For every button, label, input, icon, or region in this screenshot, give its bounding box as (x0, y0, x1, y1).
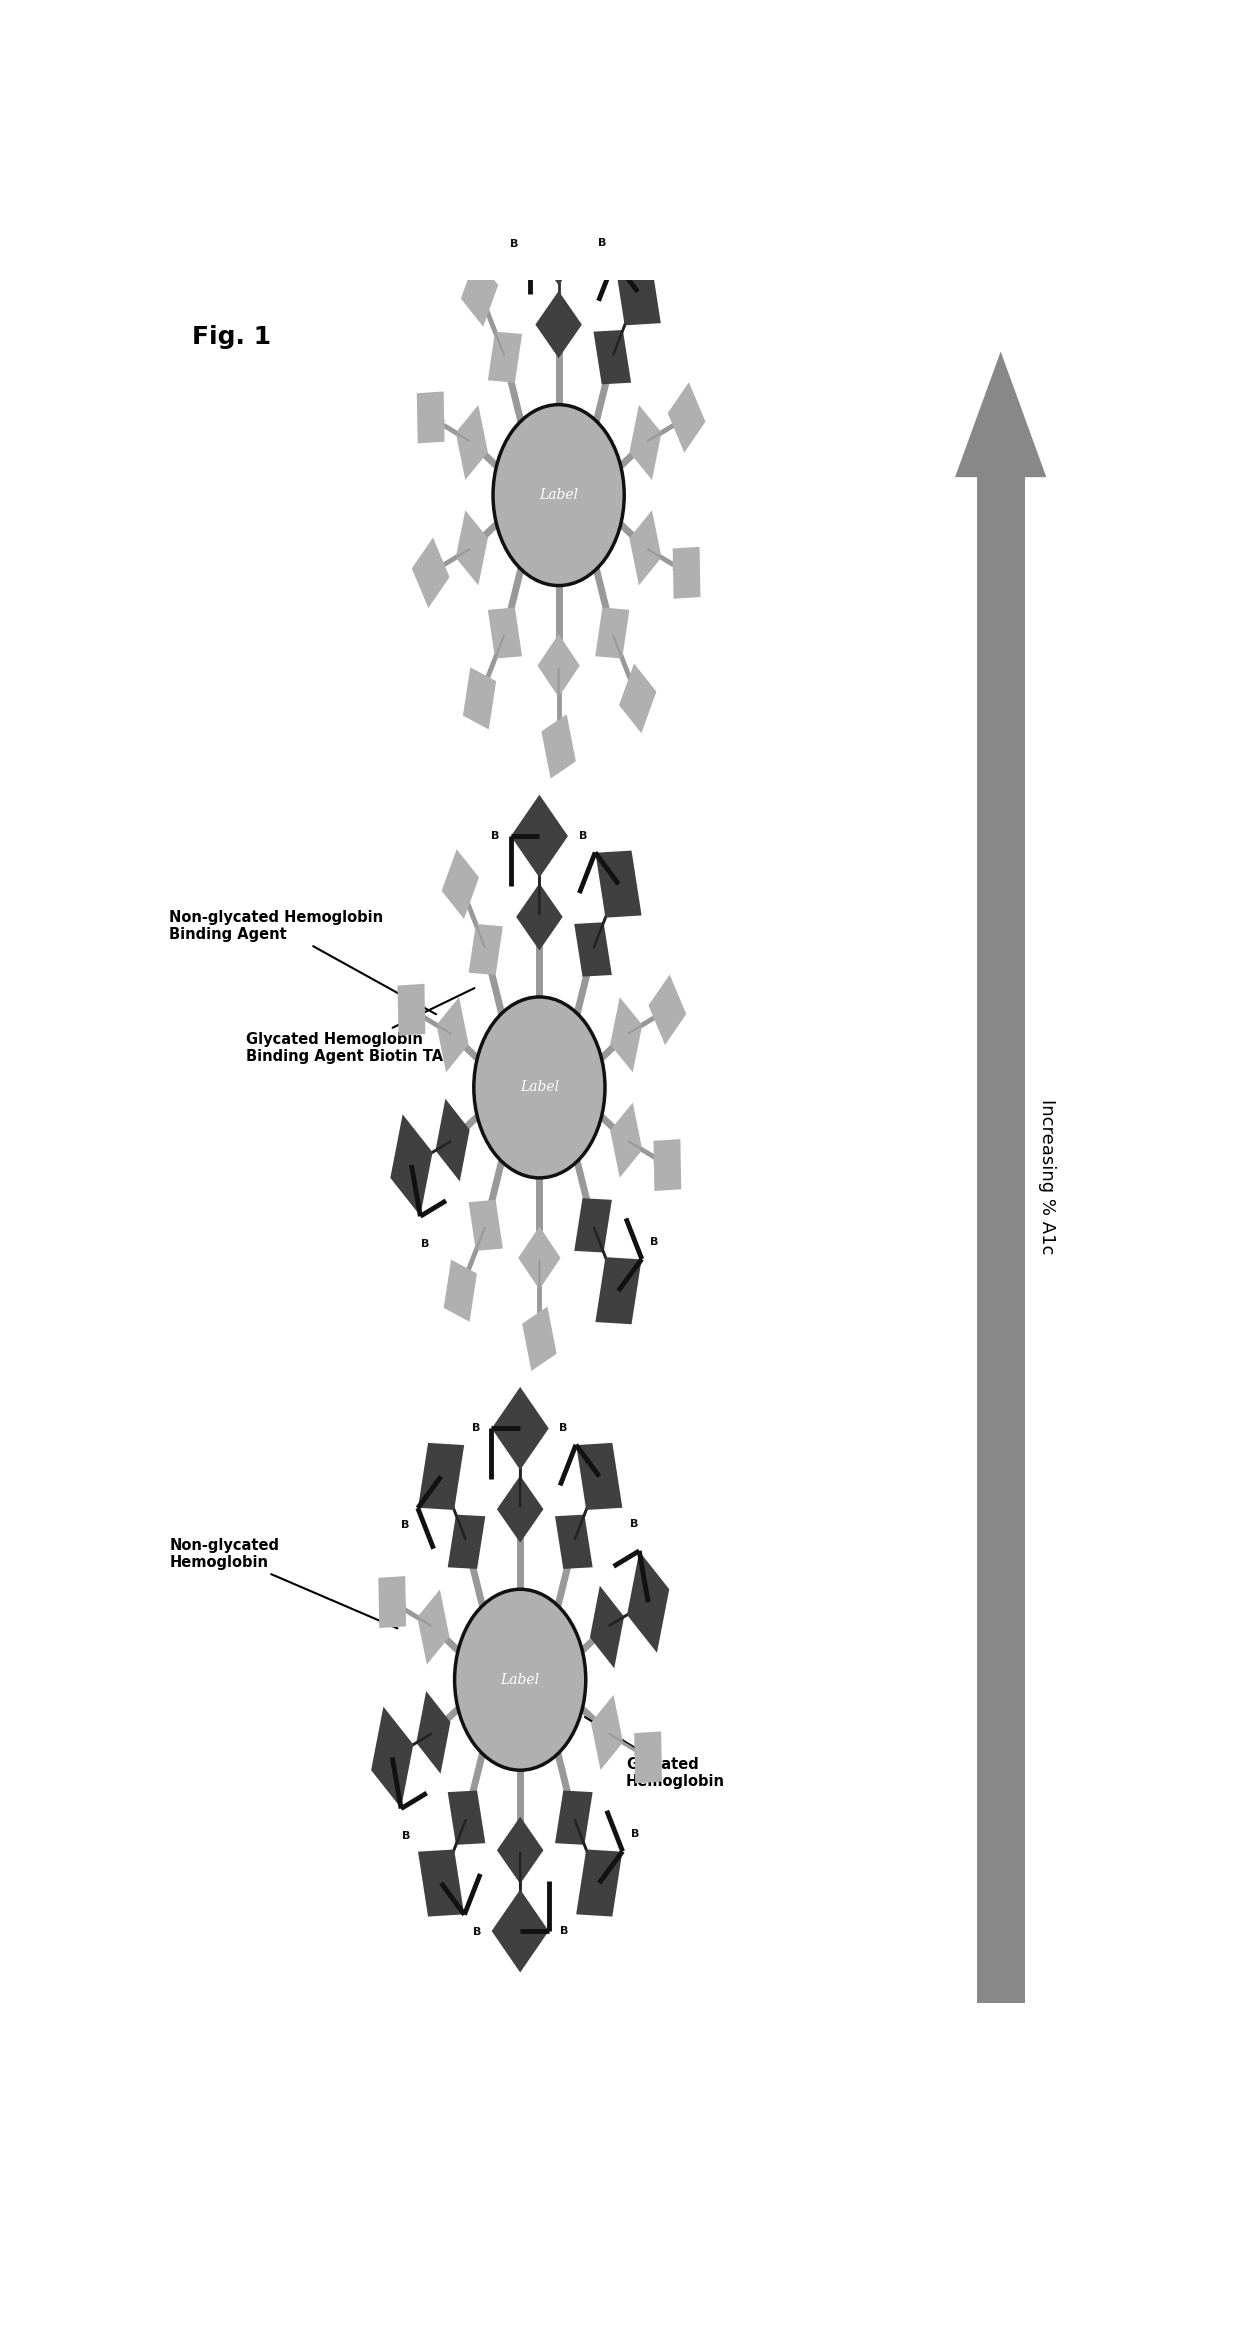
Polygon shape (536, 291, 582, 359)
Polygon shape (537, 634, 580, 697)
Polygon shape (456, 406, 487, 480)
Polygon shape (436, 998, 469, 1072)
Polygon shape (595, 1256, 641, 1324)
Text: B: B (471, 1424, 480, 1434)
Polygon shape (469, 923, 503, 974)
Polygon shape (417, 1690, 450, 1774)
Polygon shape (418, 1848, 464, 1916)
Polygon shape (615, 259, 661, 326)
Polygon shape (448, 1790, 485, 1844)
Polygon shape (487, 608, 522, 660)
Text: B: B (420, 1238, 429, 1249)
Polygon shape (590, 1585, 624, 1669)
Polygon shape (610, 1103, 642, 1177)
Text: B: B (491, 832, 500, 841)
Polygon shape (461, 256, 498, 326)
Polygon shape (595, 608, 630, 660)
Polygon shape (418, 1443, 464, 1510)
Polygon shape (529, 203, 588, 284)
Text: Glycated Hemoglobin
Binding Agent Biotin TAG: Glycated Hemoglobin Binding Agent Biotin… (247, 988, 475, 1065)
Text: Label: Label (501, 1674, 539, 1688)
Text: Non-glycated Hemoglobin
Binding Agent: Non-glycated Hemoglobin Binding Agent (170, 909, 436, 1014)
Polygon shape (518, 1226, 560, 1289)
Polygon shape (619, 664, 656, 734)
Polygon shape (610, 998, 642, 1072)
Text: B: B (650, 1238, 658, 1247)
Polygon shape (594, 331, 631, 385)
Polygon shape (627, 1552, 670, 1653)
Text: B: B (472, 1925, 481, 1937)
Polygon shape (577, 1443, 622, 1510)
Polygon shape (630, 406, 661, 480)
Bar (977, 478, 1024, 2002)
Polygon shape (516, 883, 563, 951)
Polygon shape (491, 1890, 549, 1972)
Polygon shape (441, 848, 479, 918)
Polygon shape (444, 1259, 477, 1322)
Text: Non-glycated
Hemoglobin: Non-glycated Hemoglobin (170, 1538, 398, 1629)
Polygon shape (649, 974, 686, 1044)
Text: Label: Label (539, 487, 578, 501)
Text: Label: Label (520, 1079, 559, 1096)
Ellipse shape (474, 998, 605, 1177)
Text: B: B (559, 1422, 568, 1434)
Polygon shape (487, 331, 522, 382)
Text: B: B (560, 1925, 569, 1937)
Polygon shape (591, 1695, 622, 1769)
Polygon shape (469, 1200, 503, 1252)
Text: B: B (631, 1830, 639, 1839)
Text: Increasing % A1c: Increasing % A1c (1038, 1100, 1055, 1254)
Polygon shape (577, 1848, 622, 1916)
Polygon shape (556, 1790, 593, 1844)
Polygon shape (574, 1198, 611, 1252)
Polygon shape (542, 713, 575, 779)
Polygon shape (667, 382, 706, 452)
Polygon shape (653, 1140, 681, 1191)
Ellipse shape (494, 406, 624, 585)
Polygon shape (634, 1732, 662, 1783)
Polygon shape (463, 667, 496, 730)
Polygon shape (595, 851, 641, 918)
Polygon shape (491, 1387, 549, 1471)
Polygon shape (574, 923, 611, 977)
Polygon shape (371, 1706, 413, 1809)
Text: B: B (579, 830, 587, 841)
Polygon shape (511, 795, 568, 876)
Text: Glycated
Hemoglobin: Glycated Hemoglobin (585, 1718, 725, 1790)
Polygon shape (630, 510, 661, 585)
Polygon shape (522, 1305, 557, 1371)
Polygon shape (497, 1476, 543, 1543)
Polygon shape (378, 1576, 407, 1627)
Text: B: B (510, 238, 518, 249)
Polygon shape (391, 1114, 433, 1217)
Text: B: B (598, 238, 606, 249)
Ellipse shape (455, 1590, 585, 1769)
Polygon shape (448, 1515, 485, 1569)
Polygon shape (497, 1816, 543, 1883)
Polygon shape (456, 510, 487, 585)
Polygon shape (418, 1590, 449, 1664)
Text: Fig. 1: Fig. 1 (191, 324, 270, 350)
Polygon shape (398, 984, 425, 1035)
Text: B: B (402, 1520, 409, 1529)
Polygon shape (417, 392, 445, 443)
Polygon shape (412, 538, 450, 608)
Polygon shape (556, 1515, 593, 1569)
Text: B: B (402, 1830, 410, 1841)
Polygon shape (435, 1098, 470, 1182)
Text: B: B (630, 1517, 639, 1529)
Polygon shape (955, 352, 1047, 478)
Polygon shape (672, 548, 701, 599)
